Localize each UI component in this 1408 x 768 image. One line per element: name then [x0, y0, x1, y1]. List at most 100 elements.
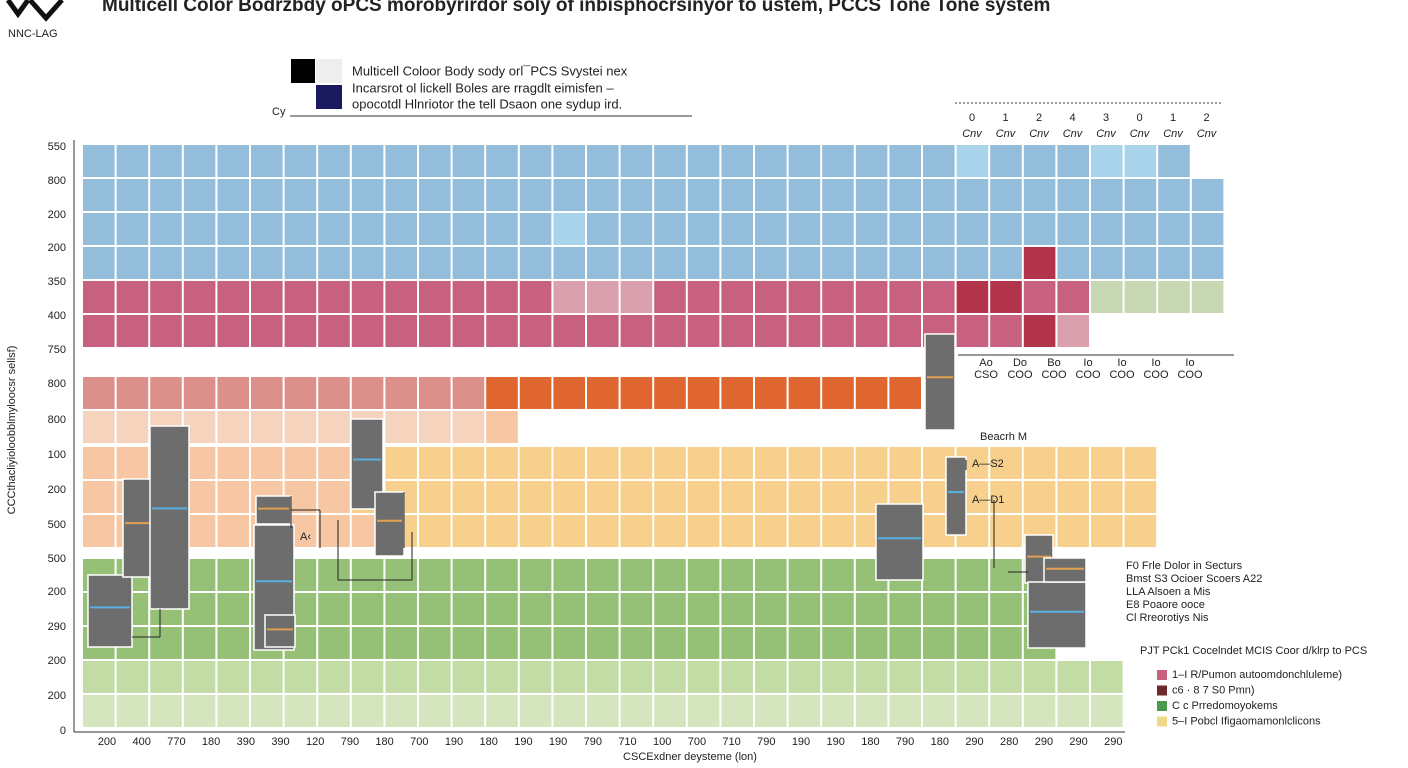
cell [755, 145, 787, 177]
cell [721, 281, 753, 313]
cell [721, 695, 753, 727]
cell [721, 213, 753, 245]
cell [183, 627, 216, 659]
cell [923, 661, 955, 693]
cell [150, 145, 182, 177]
cell [788, 145, 821, 177]
cell [1124, 447, 1157, 479]
cell [956, 627, 989, 659]
cell [587, 315, 619, 347]
cell [956, 559, 989, 591]
cell [587, 213, 619, 245]
cell [251, 315, 283, 347]
logo-mark [5, 0, 64, 22]
box [945, 456, 967, 536]
cell [318, 145, 350, 177]
cell [587, 515, 619, 547]
annotation: A‹ [300, 531, 311, 543]
cell [419, 179, 451, 211]
cell [1023, 213, 1056, 245]
cell [419, 247, 451, 279]
cell [452, 281, 485, 313]
cell [486, 145, 518, 177]
cell [419, 695, 451, 727]
cell [251, 411, 283, 443]
cell [150, 695, 182, 727]
cell [217, 559, 249, 591]
cell [1023, 695, 1056, 727]
cell [452, 559, 485, 591]
x-tick-label: 190 [514, 736, 532, 748]
y-tick-label: 200 [48, 484, 66, 496]
cell [83, 695, 115, 727]
mid-value-label: COO [1041, 369, 1067, 381]
cell [318, 315, 350, 347]
cell [788, 661, 821, 693]
cell [654, 247, 686, 279]
cell [553, 179, 585, 211]
cell [1091, 481, 1123, 513]
x-tick-label: 180 [931, 736, 949, 748]
cell [855, 213, 888, 245]
cell [620, 145, 653, 177]
box [87, 574, 133, 648]
cell [620, 481, 653, 513]
cell [419, 281, 451, 313]
cell [553, 213, 585, 245]
cell [183, 281, 216, 313]
cell [822, 447, 854, 479]
mid-value-label: COO [1109, 369, 1135, 381]
cell [822, 179, 854, 211]
cell [519, 559, 552, 591]
cell [452, 145, 485, 177]
cell [519, 661, 552, 693]
x-tick-label: 120 [306, 736, 324, 748]
y-tick-label: 500 [48, 519, 66, 531]
cell [419, 213, 451, 245]
top-unit-label: Cnv [996, 128, 1017, 140]
box [149, 425, 190, 610]
cell [956, 213, 989, 245]
cell [486, 515, 518, 547]
legend-item: C c Prredomoyokems [1172, 700, 1278, 712]
cell [923, 627, 955, 659]
cell [318, 661, 350, 693]
cell [587, 145, 619, 177]
cell [788, 627, 821, 659]
cell [553, 145, 585, 177]
cell [116, 411, 149, 443]
cell [1023, 315, 1056, 347]
top-unit-label: Cnv [1197, 128, 1218, 140]
cell [486, 481, 518, 513]
cell [923, 145, 955, 177]
cell [788, 515, 821, 547]
legend-title: PJT PCk1 Cocelndet MCIS Coor d/klrp to P… [1140, 645, 1367, 657]
cell [687, 559, 720, 591]
cell [150, 179, 182, 211]
mid-value-label: COO [1007, 369, 1033, 381]
cell [519, 695, 552, 727]
cell [855, 593, 888, 625]
cell [351, 213, 384, 245]
cell [822, 593, 854, 625]
cell [822, 281, 854, 313]
legend-swatch [1157, 670, 1167, 680]
cell [150, 377, 182, 409]
top-tick-label: 1 [1002, 112, 1008, 124]
cell [519, 627, 552, 659]
cell [1057, 481, 1089, 513]
cell [855, 315, 888, 347]
cell [553, 695, 585, 727]
cell [486, 447, 518, 479]
cell [1158, 247, 1190, 279]
top-tick-label: 0 [1136, 112, 1142, 124]
cell [318, 515, 350, 547]
side-note: Bmst S3 Ocioer Scoers A22 [1126, 573, 1262, 585]
cell [855, 695, 888, 727]
legend-label: Cy [272, 106, 286, 118]
cell [654, 213, 686, 245]
cell [620, 247, 653, 279]
cell [923, 247, 955, 279]
mid-tick-label: Io [1151, 357, 1160, 369]
cell [788, 315, 821, 347]
